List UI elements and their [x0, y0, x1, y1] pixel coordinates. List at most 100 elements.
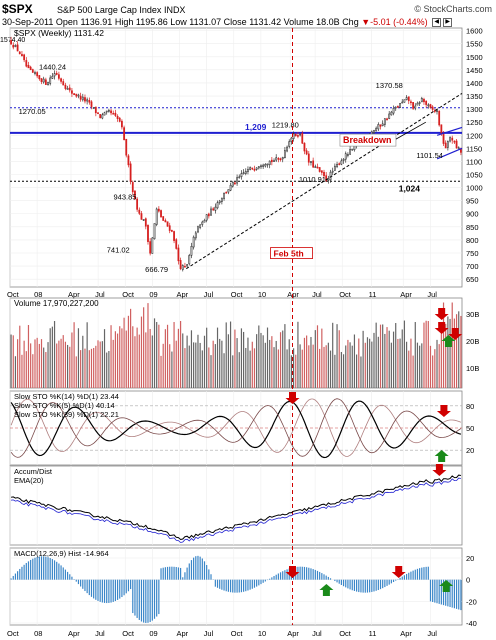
candle-body — [247, 169, 249, 172]
volume-bar — [390, 342, 392, 388]
volume-bar — [349, 342, 351, 388]
price-tick-label: 1200 — [466, 131, 483, 140]
volume-bar — [332, 322, 334, 388]
macd-hist-bar — [66, 571, 69, 580]
macd-hist-bar — [80, 579, 82, 587]
volume-bar — [319, 348, 321, 388]
x-tick-label: Jul — [312, 629, 322, 638]
x-tick-label: Apr — [177, 290, 189, 299]
volume-bar — [71, 332, 73, 388]
candle-body — [184, 265, 186, 268]
volume-bar — [151, 335, 153, 388]
x-tick-label: Jul — [95, 629, 105, 638]
macd-hist-bar — [114, 579, 116, 602]
volume-bar — [169, 344, 171, 388]
volume-bar — [125, 330, 127, 388]
volume-bar — [314, 330, 316, 388]
candle-body — [40, 78, 43, 82]
volume-bar — [43, 347, 45, 388]
candle-body — [103, 112, 106, 116]
candle-body — [186, 264, 189, 267]
candle-body — [151, 237, 154, 254]
volume-bar — [190, 330, 193, 388]
candle-body — [53, 73, 56, 77]
panel-price — [9, 27, 463, 288]
price-tick-label: 1450 — [466, 66, 483, 75]
accum-dist-line — [11, 474, 461, 541]
macd-hist-bar — [375, 579, 377, 591]
candle-body — [349, 149, 351, 155]
candle-body — [325, 175, 328, 182]
volume-bar — [382, 324, 384, 388]
volume-bar — [99, 341, 101, 388]
candle-body — [16, 44, 19, 52]
sell-arrow-icon — [436, 405, 451, 417]
volume-bar — [403, 320, 406, 388]
macd-hist-bar — [358, 579, 360, 593]
candle-body — [336, 163, 338, 167]
volume-bar — [234, 329, 236, 388]
macd-hist-bar — [51, 559, 53, 580]
x-tick-label: Apr — [287, 629, 299, 638]
accum-legend: Accum/Dist — [14, 467, 53, 476]
volume-bar — [366, 337, 369, 388]
macd-hist-bar — [84, 579, 86, 592]
volume-bar — [295, 354, 297, 388]
macd-hist-bar — [423, 567, 425, 580]
macd-hist-bar — [77, 579, 80, 585]
candle-body — [416, 102, 419, 106]
candle-body — [192, 236, 195, 248]
macd-hist-bar — [158, 579, 160, 615]
volume-bar — [195, 342, 197, 388]
candle-body — [320, 170, 323, 173]
volume-bar — [358, 338, 360, 388]
sto-legend: Slow STO %K(5) %D(1) 40.14 — [14, 401, 115, 410]
volume-bar — [279, 332, 282, 388]
candle-body — [392, 108, 395, 114]
candle-body — [203, 220, 206, 223]
candle-body — [253, 168, 256, 171]
scroll-left-icon[interactable]: ◀ — [432, 18, 442, 28]
x-tick-label: Apr — [177, 629, 189, 638]
sto-legend: Slow STO %K(39) %D(1) 22.21 — [14, 410, 119, 419]
x-tick-label: 11 — [369, 290, 377, 299]
macd-hist-bar — [190, 560, 193, 580]
volume-bar — [340, 351, 342, 388]
scroll-right-icon[interactable]: ▶ — [443, 18, 453, 28]
macd-hist-bar — [64, 569, 67, 580]
macd-hist-bar — [277, 573, 279, 580]
macd-hist-bar — [86, 579, 88, 594]
candle-body — [396, 106, 399, 108]
candle-body — [281, 157, 284, 160]
price-tick-label: 1350 — [466, 92, 483, 101]
volume-bar — [23, 340, 25, 388]
price-tick-label: 1100 — [466, 157, 482, 166]
macd-hist-bar — [342, 579, 345, 587]
x-tick-label: Jul — [204, 290, 214, 299]
candle-body — [190, 246, 193, 256]
price-tick-label: 1000 — [466, 184, 483, 193]
sell-arrow-icon — [448, 328, 463, 340]
macd-hist-bar — [186, 567, 188, 580]
macd-hist-bar — [93, 579, 95, 599]
macd-hist-bar — [164, 567, 166, 580]
volume-bar — [47, 342, 49, 388]
macd-hist-bar — [410, 571, 412, 580]
volume-bar — [286, 349, 288, 388]
volume-bar — [143, 307, 145, 388]
candle-body — [344, 153, 347, 160]
low-label: Low — [170, 17, 187, 27]
volume-bar — [364, 342, 366, 388]
candle-body — [164, 220, 167, 223]
volume-label: Volume — [283, 17, 314, 27]
macd-hist-bar — [405, 573, 408, 580]
volume-bar — [58, 340, 60, 388]
candle-body — [88, 100, 91, 103]
sell-arrow-icon — [285, 566, 300, 578]
macd-hist-bar — [206, 565, 208, 580]
macd-hist-bar — [353, 579, 356, 591]
candle-body — [62, 81, 65, 86]
volume-bar — [136, 327, 138, 388]
candle-body — [433, 110, 436, 112]
volume-bar — [179, 320, 182, 388]
